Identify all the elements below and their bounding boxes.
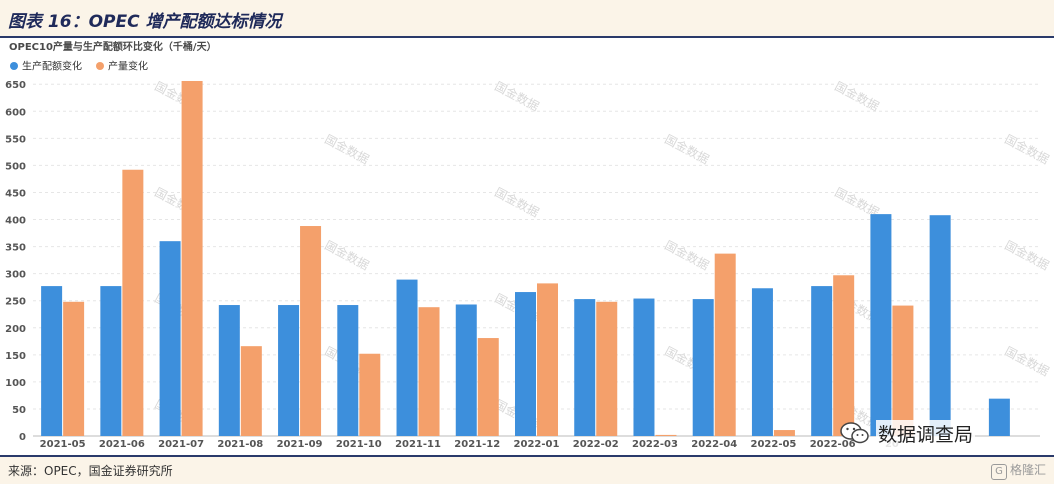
bar-output-2022-07 (892, 305, 914, 436)
y-tick-label: 100 (5, 378, 26, 389)
bar-output-2021-07 (181, 80, 203, 437)
y-tick-label: 300 (5, 270, 26, 281)
bar-quota-2022-04 (692, 299, 714, 436)
bar-quota-2021-07 (159, 241, 181, 436)
x-tick-label: 2021-05 (40, 439, 86, 450)
legend-marker-output (96, 62, 104, 70)
x-tick-label: 2022-05 (750, 439, 796, 450)
source-note: 来源：OPEC，国金证券研究所 (8, 464, 173, 478)
bar-output-2021-09 (300, 226, 322, 436)
wechat-account: 数据调查局 (840, 418, 976, 448)
x-axis: 2021-05 2021-06 2021-07 2021-08 2021-09 2021-… (40, 439, 899, 450)
bar-quota-2022-03 (633, 298, 655, 436)
bar-output-2021-05 (63, 301, 85, 436)
bar-quota-2021-06 (100, 286, 122, 436)
y-tick-label: 350 (5, 243, 26, 254)
watermark-text: 国金数据 (1002, 237, 1051, 273)
bar-quota-2022-02 (574, 299, 596, 436)
bar-quota-2022-06 (811, 286, 833, 436)
bar-quota-2021-11 (396, 279, 418, 436)
watermark-text: 国金数据 (662, 237, 711, 273)
watermark-text: 国金数据 (322, 237, 371, 273)
bar-quota-2021-10 (337, 305, 359, 436)
figure-title: 图表 16：OPEC 增产配额达标情况 (8, 12, 282, 32)
bar-output-2022-05 (773, 430, 795, 436)
bar-output-2021-08 (240, 346, 262, 436)
x-tick-label: 2021-12 (454, 439, 500, 450)
bar-output-2021-12 (477, 338, 499, 436)
bar-output-2022-03 (655, 434, 677, 436)
y-tick-label: 650 (5, 80, 26, 91)
wechat-icon (840, 422, 869, 444)
x-tick-label: 2022-04 (691, 439, 737, 450)
x-tick-label: 2021-09 (277, 439, 323, 450)
y-tick-label: 0 (19, 432, 26, 443)
bar-quota-2021-05 (41, 286, 63, 436)
bar-output-2022-04 (714, 253, 736, 436)
x-tick-label: 2021-11 (395, 439, 441, 450)
bar-quota-2021-12 (455, 304, 477, 436)
chart-area: 国金数据 国金数据 国金数据 国金数据 国金数据 国金数据 国金数据 国金数据 国金数据 国金数据… (0, 38, 1054, 454)
chart-title: OPEC10产量与生产配额环比变化（千桶/天） (9, 40, 217, 53)
y-tick-label: 550 (5, 134, 26, 145)
bar-output-2022-01 (537, 283, 558, 436)
y-tick-label: 450 (5, 188, 26, 199)
watermark-text: 国金数据 (492, 78, 541, 114)
bar-quota-2022-08 (929, 215, 951, 436)
legend: 生产配额变化 产量变化 (10, 60, 148, 73)
bar-chart: 国金数据国金数据国金数据国金数据国金数据国金数据国金数据国金数据国金数据国金数据… (5, 40, 1052, 450)
platform-logo: G 格隆汇 (990, 461, 1046, 480)
x-tick-label: 2022-06 (810, 439, 856, 450)
figure-footer: 来源：OPEC，国金证券研究所 G 格隆汇 (0, 455, 1054, 484)
x-tick-label: 2021-10 (336, 439, 382, 450)
platform-badge-icon: G (990, 464, 1007, 480)
x-tick-label: 2022-03 (632, 439, 678, 450)
bar-quota-2022-09 (988, 398, 1010, 436)
bar-output-2021-11 (418, 307, 440, 436)
watermark-text: 国金数据 (492, 184, 541, 220)
bar-output-2022-06 (833, 275, 855, 436)
y-tick-label: 50 (12, 405, 26, 416)
watermark-text: 国金数据 (832, 78, 881, 114)
x-tick-label: 2021-06 (99, 439, 145, 450)
legend-marker-quota (10, 62, 18, 70)
x-tick-label: 2021-07 (158, 439, 204, 450)
y-tick-label: 400 (5, 216, 26, 227)
y-axis: 0 50 100 150 200 250 300 350 400 450 500 550 600 650 (5, 80, 26, 443)
bar-quota-2022-07 (870, 214, 892, 436)
platform-name: 格隆汇 (1009, 463, 1046, 477)
x-tick-label: 2022-02 (573, 439, 619, 450)
bars (41, 80, 1010, 437)
bar-output-2021-06 (122, 169, 144, 436)
watermark-text: 国金数据 (1002, 131, 1051, 167)
legend-label-output: 产量变化 (108, 60, 148, 73)
wechat-account-name: 数据调查局 (876, 419, 976, 447)
figure-header: 图表 16：OPEC 增产配额达标情况 (0, 0, 1054, 38)
watermark-text: 国金数据 (322, 131, 371, 167)
y-tick-label: 150 (5, 351, 26, 362)
watermark-text: 国金数据 (1002, 343, 1051, 379)
y-tick-label: 600 (5, 107, 26, 118)
x-tick-label: 2021-08 (217, 439, 263, 450)
legend-label-quota: 生产配额变化 (22, 60, 82, 73)
bar-output-2022-02 (596, 301, 618, 436)
y-tick-label: 500 (5, 161, 26, 172)
y-tick-label: 200 (5, 324, 26, 335)
watermark-text: 国金数据 (662, 131, 711, 167)
bar-output-2021-10 (359, 353, 381, 436)
x-tick-label: 2022-01 (514, 439, 560, 450)
y-tick-label: 250 (5, 297, 26, 308)
bar-quota-2021-09 (278, 305, 300, 436)
bar-quota-2022-01 (515, 292, 536, 436)
bar-quota-2021-08 (218, 305, 240, 436)
bar-quota-2022-05 (751, 288, 773, 436)
